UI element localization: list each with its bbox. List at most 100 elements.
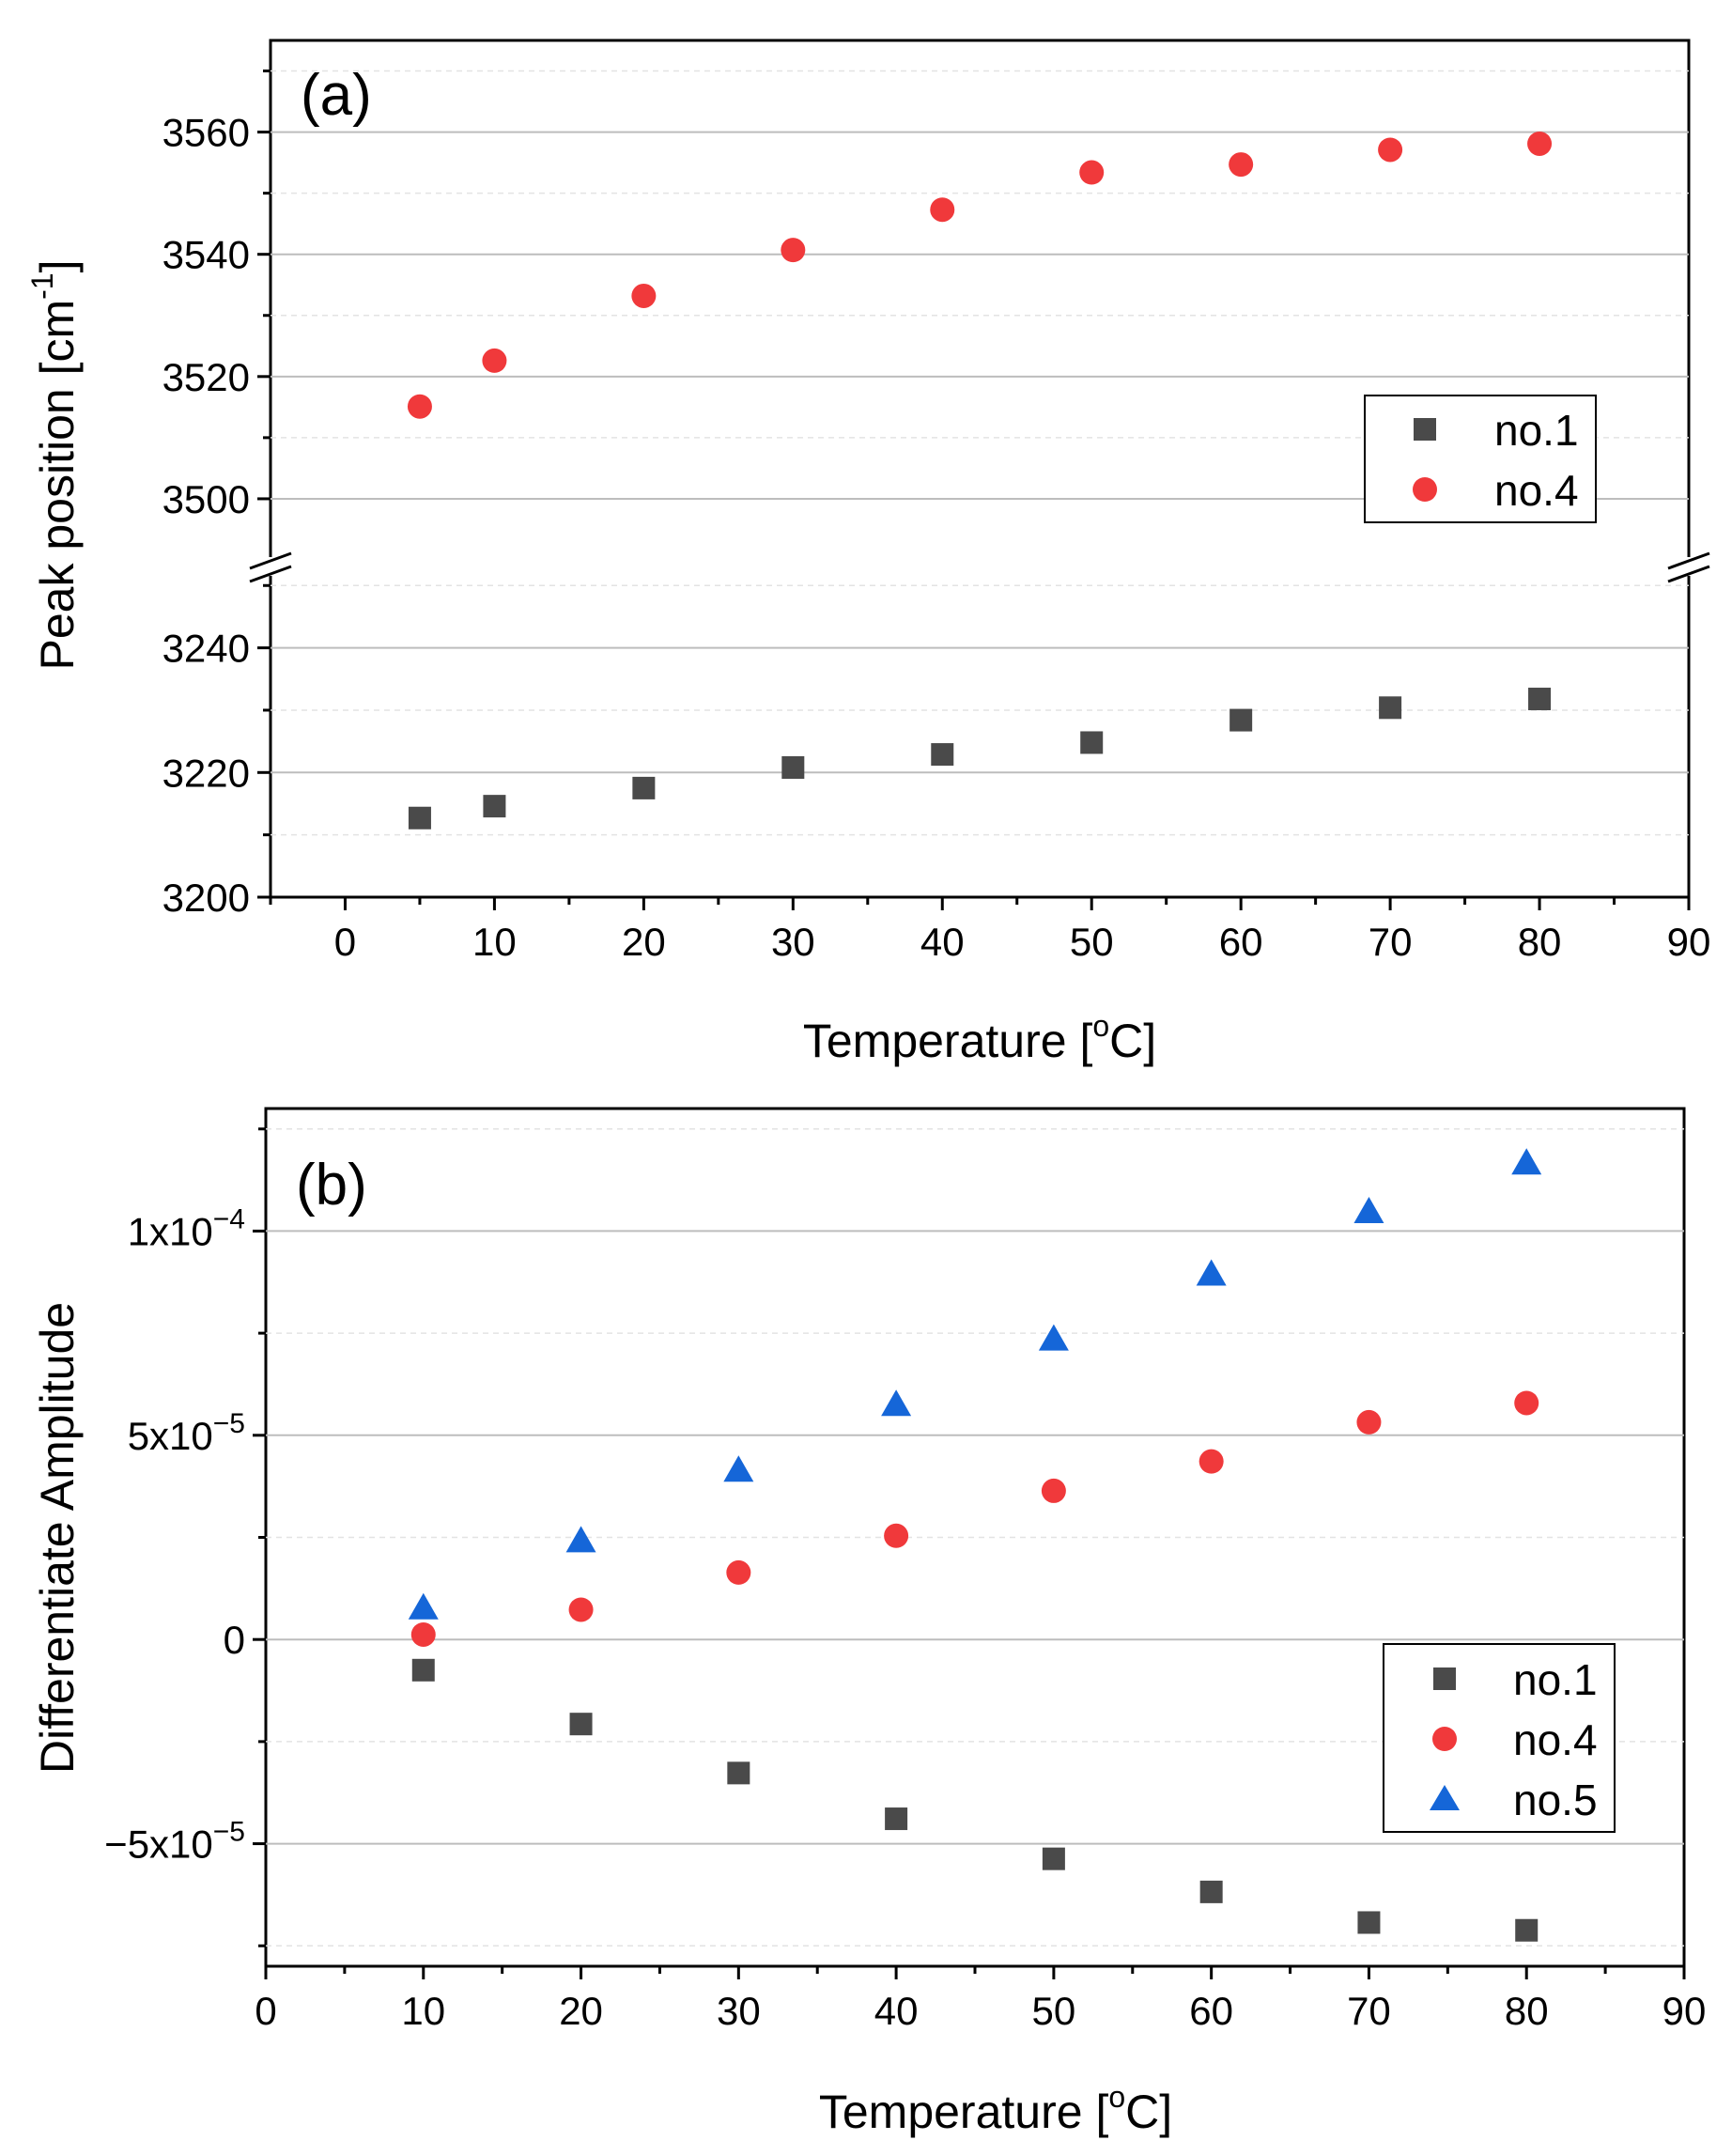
data-point-no5 <box>881 1389 912 1417</box>
y-tick-label: 3520 <box>162 355 250 399</box>
data-point-no4 <box>930 197 955 223</box>
panel-b-label: (b) <box>296 1153 367 1218</box>
data-point-no4 <box>726 1559 751 1585</box>
data-point-no5 <box>565 1526 596 1553</box>
legend-label-no1: no.1 <box>1513 1655 1598 1704</box>
y-tick-label: −5x10−5 <box>104 1817 245 1867</box>
axis-break-mark <box>249 551 292 570</box>
data-point-no1 <box>483 795 506 818</box>
data-point-no4 <box>631 283 657 308</box>
y-tick-label: 3200 <box>162 876 250 920</box>
data-point-no1 <box>727 1761 750 1785</box>
data-point-no4 <box>1229 152 1254 178</box>
y-tick-label: 5x10−5 <box>128 1408 245 1458</box>
x-tick-label: 70 <box>1369 920 1413 964</box>
data-point-no4 <box>410 1621 436 1647</box>
data-point-no1 <box>411 1658 435 1682</box>
x-tick-label: 30 <box>717 1989 761 2033</box>
x-tick-label: 60 <box>1219 920 1263 964</box>
panel-b-data-points <box>408 1148 1542 1942</box>
panel-b-x-axis-label: Temperature [oC] <box>819 2080 1172 2138</box>
legend-marker-no1 <box>1433 1667 1456 1690</box>
data-point-no1 <box>1080 731 1104 754</box>
panel-a-data-points <box>407 131 1553 830</box>
axis-break-mark <box>1667 565 1710 583</box>
x-tick-label: 90 <box>1667 920 1711 964</box>
x-tick-label: 10 <box>472 920 517 964</box>
legend-label-no1: no.1 <box>1494 406 1579 455</box>
data-point-no4 <box>482 348 507 373</box>
data-point-no1 <box>1528 688 1552 711</box>
data-point-no5 <box>723 1455 754 1482</box>
y-tick-label: 0 <box>224 1618 245 1662</box>
data-point-no5 <box>1511 1148 1542 1175</box>
data-point-no1 <box>1379 696 1402 720</box>
legend-marker-no1 <box>1414 418 1436 441</box>
panel-b-legend-box <box>1383 1643 1616 1833</box>
y-tick-label: 3220 <box>162 751 250 795</box>
data-point-no4 <box>884 1523 909 1548</box>
data-point-no1 <box>1515 1918 1539 1942</box>
data-point-no4 <box>407 394 432 419</box>
y-tick-label: 3540 <box>162 233 250 277</box>
legend-marker-no4 <box>1432 1727 1457 1751</box>
panel-b-plot-frame <box>264 1107 1686 1968</box>
data-point-no5 <box>1196 1259 1227 1286</box>
x-tick-label: 50 <box>1070 920 1114 964</box>
panel-a-legend: no.1 no.4 <box>1364 395 1597 523</box>
x-tick-label: 30 <box>771 920 815 964</box>
y-tick-label: 1x10−4 <box>128 1203 245 1253</box>
data-point-no4 <box>781 238 806 263</box>
x-tick-label: 70 <box>1347 1989 1391 2033</box>
panel-a-chart: 3500 3520 3540 3560 3200 3220 3240 0 10 20 30 40 50 6… <box>25 39 1711 1067</box>
data-point-no4 <box>1356 1409 1382 1435</box>
data-point-no4 <box>1527 131 1553 156</box>
data-point-no1 <box>1229 708 1253 732</box>
x-tick-label: 40 <box>920 920 965 964</box>
x-tick-label: 40 <box>874 1989 919 2033</box>
data-point-no1 <box>1199 1880 1223 1903</box>
y-tick-label: 3560 <box>162 111 250 155</box>
y-tick-label: 3500 <box>162 477 250 521</box>
x-tick-label: 0 <box>334 920 356 964</box>
panel-a-plot-frame <box>269 39 1691 899</box>
data-point-no1 <box>781 756 805 779</box>
x-tick-label: 0 <box>255 1989 276 2033</box>
x-tick-label: 50 <box>1032 1989 1076 2033</box>
x-tick-label: 10 <box>401 1989 445 2033</box>
x-tick-label: 90 <box>1662 1989 1707 2033</box>
panel-b-ticks: 1x10−4 5x10−5 0 −5x10−5 0 10 20 30 40 50 60 70 80 90 <box>104 1127 1707 2033</box>
panel-a-label: (a) <box>301 63 372 128</box>
panel-a-legend-box <box>1364 395 1597 523</box>
data-point-no4 <box>1198 1449 1224 1474</box>
data-point-no1 <box>1357 1911 1381 1934</box>
data-point-no1 <box>931 743 954 767</box>
axis-break-mark <box>249 565 292 583</box>
legend-label-no4: no.4 <box>1494 466 1579 515</box>
data-point-no4 <box>1079 160 1105 185</box>
legend-marker-no4 <box>1413 477 1437 502</box>
panel-a-y-axis-label: Peak position [cm-1] <box>25 260 84 671</box>
data-point-no1 <box>408 806 431 830</box>
panel-a-x-axis-label: Temperature [oC] <box>803 1009 1156 1067</box>
x-tick-label: 80 <box>1505 1989 1549 2033</box>
x-tick-label: 20 <box>622 920 666 964</box>
axis-break-mark <box>1667 551 1710 570</box>
data-point-no4 <box>568 1597 594 1622</box>
data-point-no5 <box>1353 1196 1384 1223</box>
panel-a-ticks: 3500 3520 3540 3560 3200 3220 3240 0 10 20 30 40 50 6… <box>162 70 1711 964</box>
legend-label-no5: no.5 <box>1513 1776 1598 1824</box>
data-point-no4 <box>1514 1390 1539 1416</box>
panel-a-axis-break <box>249 551 1710 583</box>
data-point-no5 <box>408 1592 439 1620</box>
data-point-no1 <box>885 1807 908 1831</box>
data-point-no1 <box>632 776 656 799</box>
panel-b-legend: no.1 no.4 no.5 <box>1383 1643 1616 1833</box>
data-point-no1 <box>569 1713 593 1736</box>
legend-marker-no5 <box>1430 1785 1460 1810</box>
x-tick-label: 20 <box>559 1989 603 2033</box>
x-tick-label: 60 <box>1189 1989 1233 2033</box>
data-point-no5 <box>1038 1324 1069 1351</box>
